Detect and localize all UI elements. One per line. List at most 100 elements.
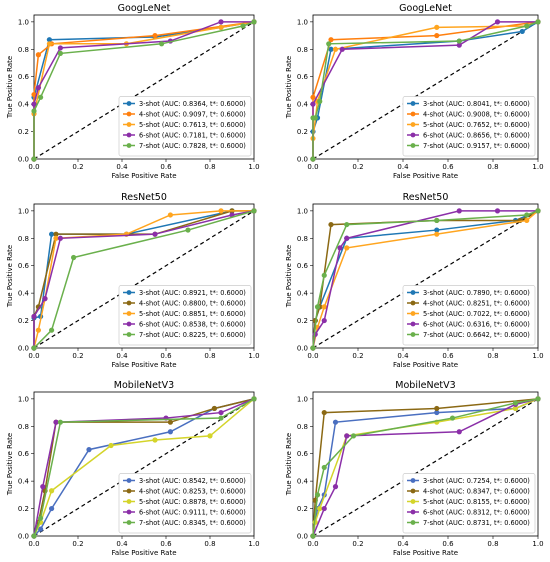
x-tick-label: 0.6 [160,163,172,171]
legend-entry: 5-shot (AUC: 0.7652, t*: 0.6000) [423,121,530,129]
y-tick-label: 0.8 [18,46,29,54]
y-axis-label: True Positive Rate [6,433,14,496]
legend-entry: 4-shot (AUC: 0.9008, t*: 0.6000) [423,110,530,118]
legend-swatch-marker [410,311,416,316]
legend-entry: 3-shot (AUC: 0.8921, t*: 0.6000) [139,289,246,297]
data-point [49,505,55,512]
legend-entry: 7-shot (AUC: 0.6642, t*: 0.6000) [423,331,530,339]
x-tick-label: 0.2 [72,540,83,548]
y-tick-label: 0.6 [18,262,30,270]
legend-entry: 6-shot (AUC: 0.8538, t*: 0.6000) [139,320,246,328]
legend-entry: 5-shot (AUC: 0.8878, t*: 0.6000) [139,498,246,506]
y-tick-label: 0.4 [297,290,309,298]
y-tick-label: 1.0 [297,395,308,403]
chance-diagonal [312,210,539,349]
legend-swatch-marker [126,509,132,515]
legend-swatch-marker [410,122,416,127]
data-point [207,433,213,439]
data-point [332,484,339,490]
data-point [449,415,456,421]
y-axis-label: True Positive Rate [285,245,293,308]
legend-swatch-marker [126,321,132,327]
data-point [310,533,316,539]
legend-entry: 7-shot (AUC: 0.7828, t*: 0.6000) [139,142,246,150]
plot-frame [33,14,255,160]
y-tick-label: 0.6 [18,73,30,81]
data-point [344,433,350,439]
data-point [350,433,357,439]
legend-entry: 6-shot (AUC: 0.9111, t*: 0.6000) [139,508,246,516]
data-point [310,101,316,107]
data-point [328,37,334,43]
data-point [344,245,350,251]
legend-swatch-marker [126,488,132,494]
legend-swatch-marker [410,332,416,337]
data-point [152,437,158,443]
x-axis-label: False Positive Rate [393,549,458,557]
data-point [456,38,462,44]
legend-swatch-marker [126,499,132,504]
data-point [434,409,440,416]
data-point [218,409,224,416]
data-point [31,313,37,320]
data-point [38,515,44,521]
y-tick-label: 0.4 [297,478,309,486]
data-point [167,419,173,425]
x-axis-label: False Positive Rate [111,172,176,180]
chance-diagonal [33,21,255,160]
y-tick-label: 0.0 [18,533,29,541]
legend-entry: 5-shot (AUC: 0.7022, t*: 0.6000) [423,310,530,318]
chart-panel: GoogLeNet 0.00.0 0.2 0.2 0.4 0.4 0.6 0.6 0.8 0.8 1… [6,3,260,180]
chart-title: ResNet50 [121,192,167,203]
data-point [494,19,501,25]
x-tick-label: 0.8 [204,163,215,171]
data-point [317,98,323,104]
legend-swatch-marker [126,101,132,106]
x-tick-label: 0.6 [442,540,454,548]
legend-entry: 4-shot (AUC: 0.8800, t*: 0.6000) [139,299,246,307]
legend-entry: 5-shot (AUC: 0.7613, t*: 0.6000) [139,121,246,129]
legend-entry: 3-shot (AUC: 0.7890, t*: 0.6000) [423,289,530,297]
chart-panel: GoogLeNet 0.00.0 0.2 0.2 0.4 0.4 0.6 0.6 0.8 0.8 1… [285,3,544,180]
legend-swatch-marker [126,311,132,316]
legend-entry: 3-shot (AUC: 0.8041, t*: 0.6000) [423,100,530,108]
data-point [57,50,64,57]
y-tick-label: 0.8 [297,423,308,431]
legend-swatch-marker [410,143,416,148]
plot-frame [312,14,539,160]
legend-swatch-marker [126,111,132,117]
x-axis-label: False Positive Rate [393,361,458,369]
y-axis-label: True Positive Rate [6,245,14,308]
data-point [456,208,462,214]
data-point [108,442,114,449]
data-point [344,235,350,241]
legend-swatch-marker [410,488,416,494]
data-point [57,235,64,241]
data-point [337,245,343,251]
chance-diagonal [312,398,539,537]
y-tick-label: 0.6 [297,73,309,81]
y-tick-label: 1.0 [18,18,29,26]
chart-title: MobileNetV3 [395,380,455,391]
legend-box [118,285,252,346]
x-tick-label: 0.0 [28,352,39,360]
data-point [328,46,334,52]
data-point [434,227,440,233]
x-tick-label: 0.2 [72,352,83,360]
data-point [535,396,541,402]
data-point [167,212,173,218]
data-point [328,221,334,228]
legend-swatch-marker [126,143,132,148]
legend-entry: 5-shot (AUC: 0.8155, t*: 0.6000) [423,498,530,506]
legend-swatch-marker [410,132,416,138]
x-tick-label: 0.2 [72,163,83,171]
data-point [40,484,46,490]
data-point [535,208,541,214]
y-tick-label: 0.2 [18,317,29,325]
x-tick-label: 0.0 [307,540,318,548]
chance-diagonal [312,21,539,160]
y-tick-label: 0.8 [297,46,308,54]
data-point [310,94,316,100]
data-point [456,429,462,435]
legend-entry: 4-shot (AUC: 0.8347, t*: 0.6000) [423,487,530,495]
